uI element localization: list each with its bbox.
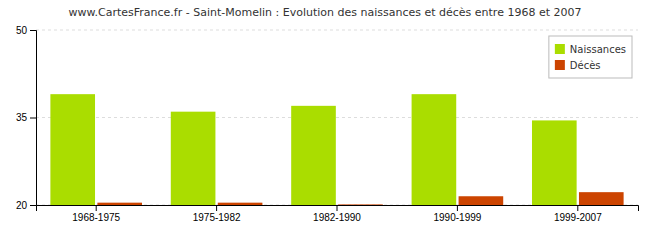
- legend: Naissances Décès: [549, 36, 632, 78]
- tick-label: 1999-2007: [554, 212, 602, 223]
- tick-mark: [30, 205, 36, 206]
- tick: 1999-2007: [554, 205, 602, 223]
- tick: 1990-1999: [433, 205, 481, 223]
- tick: 20: [16, 200, 36, 211]
- bar: [459, 196, 504, 205]
- grid-line: [36, 117, 638, 118]
- tick-label: 1975-1982: [193, 212, 241, 223]
- legend-item: Décès: [555, 60, 601, 71]
- tick-mark: [30, 118, 36, 119]
- grid: [36, 30, 638, 205]
- tick-label: 50: [16, 25, 28, 36]
- legend-swatch: [555, 60, 565, 70]
- bar: [218, 203, 263, 205]
- tick-label: 1968-1975: [72, 212, 120, 223]
- tick: 1975-1982: [193, 205, 241, 223]
- tick: 35: [16, 112, 36, 123]
- legend-label: Décès: [570, 60, 601, 71]
- bar: [291, 106, 336, 205]
- grid-line: [36, 30, 638, 31]
- legend-swatch: [555, 44, 565, 54]
- bar: [579, 192, 624, 205]
- title: www.CartesFrance.fr - Saint-Momelin : Ev…: [69, 6, 582, 19]
- tick: 50: [16, 25, 36, 36]
- tick: 1982-1990: [313, 205, 361, 223]
- tick-mark: [30, 30, 36, 31]
- bar: [532, 120, 577, 205]
- y-axis: 20 35 50: [16, 25, 37, 211]
- tick-mark: [577, 205, 578, 211]
- tick-label: 1982-1990: [313, 212, 361, 223]
- tick-label: 1990-1999: [433, 212, 481, 223]
- axis-line: [37, 206, 639, 212]
- tick-mark: [216, 205, 217, 211]
- bar: [338, 204, 383, 205]
- tick-mark: [457, 205, 458, 211]
- axis-line: [30, 31, 37, 206]
- tick-label: 35: [16, 112, 28, 123]
- plot: 1968-1975 1975-1982 1982-1990 1990-1999 1999…: [16, 25, 639, 223]
- legend-item: Naissances: [555, 44, 626, 55]
- bar: [50, 94, 95, 205]
- series: [50, 94, 576, 205]
- series: [97, 192, 623, 205]
- tick-mark: [96, 205, 97, 211]
- legend-label: Naissances: [570, 44, 626, 55]
- chart: www.CartesFrance.fr - Saint-Momelin : Ev…: [0, 0, 650, 229]
- bar: [171, 112, 216, 205]
- tick: 1968-1975: [72, 205, 120, 223]
- tick-mark: [337, 205, 338, 211]
- bars: [50, 94, 623, 205]
- bar: [97, 203, 142, 205]
- bar: [412, 94, 457, 205]
- x-axis: 1968-1975 1975-1982 1982-1990 1990-1999 1999…: [37, 205, 639, 223]
- tick-label: 20: [16, 200, 28, 211]
- legend-box: [549, 36, 632, 78]
